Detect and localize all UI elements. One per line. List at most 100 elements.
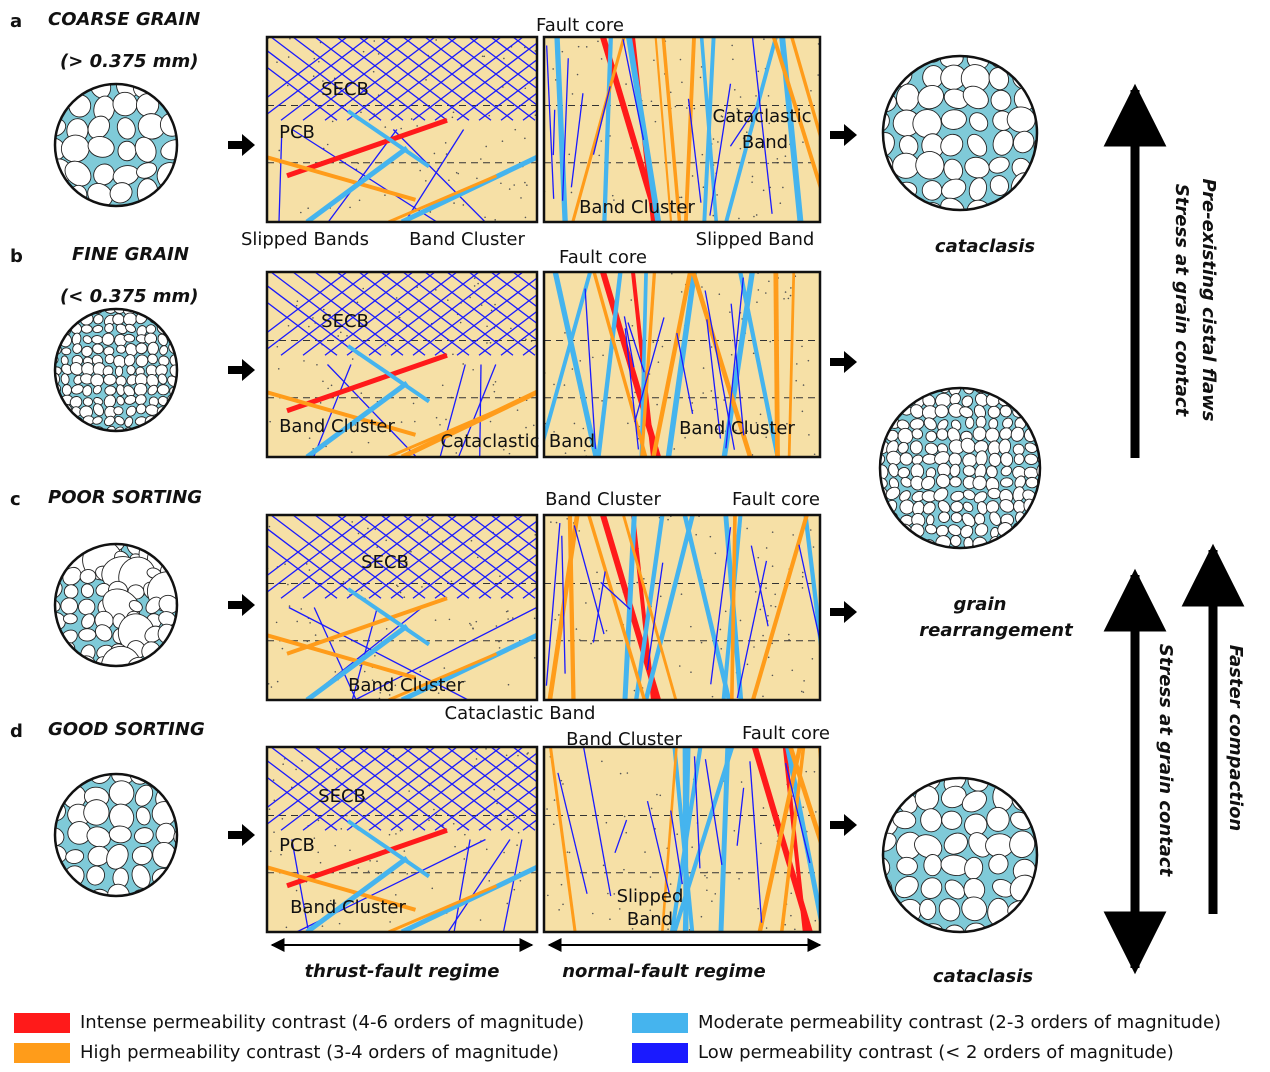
sand-dot	[410, 551, 412, 553]
sand-dot	[534, 657, 536, 659]
sand-dot	[509, 188, 511, 190]
sand-dot	[767, 615, 769, 617]
grain	[114, 407, 123, 415]
row-letter: b	[10, 246, 23, 267]
sand-dot	[598, 155, 600, 157]
sand-dot	[506, 754, 508, 756]
grain	[1035, 382, 1051, 397]
grain	[61, 537, 77, 553]
grain	[863, 194, 899, 228]
sand-dot	[395, 894, 397, 896]
sand-dot	[506, 903, 508, 905]
grain	[48, 427, 59, 435]
sand-dot	[752, 176, 754, 178]
grain	[1022, 378, 1039, 395]
band-label: Band Cluster	[409, 229, 525, 250]
sand-dot	[792, 534, 794, 536]
sand-dot	[477, 557, 479, 559]
sand-dot	[690, 626, 692, 628]
grain	[167, 404, 183, 420]
sand-dot	[425, 180, 427, 182]
sand-dot	[643, 578, 645, 580]
row-letter: c	[10, 489, 21, 510]
outcome-label: grain	[954, 594, 1007, 615]
sand-dot	[358, 533, 360, 535]
grain	[47, 406, 62, 420]
grain	[165, 414, 182, 432]
sand-dot	[476, 178, 478, 180]
sand-dot	[273, 831, 275, 833]
sand-dot	[691, 846, 693, 848]
sand-dot	[435, 289, 437, 291]
grain	[29, 517, 79, 567]
grain	[153, 885, 180, 909]
sand-dot	[711, 346, 713, 348]
sand-dot	[336, 768, 338, 770]
regime-label: normal-fault regime	[562, 961, 766, 982]
sand-dot	[652, 341, 654, 343]
grain	[176, 536, 191, 553]
sand-dot	[435, 39, 437, 41]
grain	[41, 758, 68, 786]
grain	[131, 200, 161, 228]
sand-dot	[517, 755, 519, 757]
sand-dot	[480, 158, 482, 160]
sand-dot	[322, 380, 324, 382]
grain	[1022, 401, 1040, 419]
sand-dot	[783, 298, 785, 300]
sand-dot	[477, 283, 479, 285]
sand-dot	[351, 521, 353, 523]
sand-dot	[470, 624, 472, 626]
process-arrow	[228, 134, 255, 156]
sand-dot	[757, 557, 759, 559]
sand-dot	[499, 647, 501, 649]
grain	[1010, 194, 1037, 222]
band-label: Band Cluster	[679, 418, 795, 439]
sand-dot	[469, 623, 471, 625]
sand-dot	[713, 138, 715, 140]
grain	[950, 535, 961, 546]
sand-dot	[632, 325, 634, 327]
sand-dot	[269, 421, 271, 423]
sand-dot	[768, 280, 770, 282]
sand-dot	[701, 286, 703, 288]
sand-dot	[572, 368, 574, 370]
sand-dot	[445, 419, 447, 421]
sand-dot	[720, 629, 722, 631]
sand-dot	[332, 121, 334, 123]
grain	[175, 577, 196, 599]
sand-dot	[613, 893, 615, 895]
grain	[899, 382, 913, 394]
sand-dot	[399, 317, 401, 319]
grain	[42, 201, 66, 228]
sand-dot	[404, 850, 406, 852]
sand-dot	[755, 591, 757, 593]
sand-dot	[435, 619, 437, 621]
sand-dot	[340, 828, 342, 830]
grain	[872, 391, 889, 408]
sand-dot	[801, 691, 803, 693]
sand-dot	[772, 675, 774, 677]
sand-dot	[760, 414, 762, 416]
sand-dot	[660, 596, 662, 598]
sand-dot	[368, 870, 370, 872]
band-label: Slipped Band	[696, 229, 815, 250]
sand-dot	[784, 924, 786, 926]
sand-dot	[506, 611, 508, 613]
sand-dot	[772, 565, 774, 567]
sand-dot	[384, 194, 386, 196]
sand-dot	[758, 289, 760, 291]
sand-dot	[513, 817, 515, 819]
row-letter: d	[10, 721, 23, 742]
sand-dot	[277, 681, 279, 683]
grain	[111, 205, 138, 231]
grain	[869, 922, 897, 950]
normal-panel	[544, 514, 828, 700]
figure: aCOARSE GRAIN(> 0.375 mm)SECBPCBSlipped …	[0, 0, 1270, 1072]
sand-dot	[623, 869, 625, 871]
sand-dot	[712, 215, 714, 217]
grain	[118, 141, 137, 161]
sand-dot	[716, 194, 718, 196]
sand-dot	[502, 140, 504, 142]
legend-swatch	[14, 1013, 70, 1033]
